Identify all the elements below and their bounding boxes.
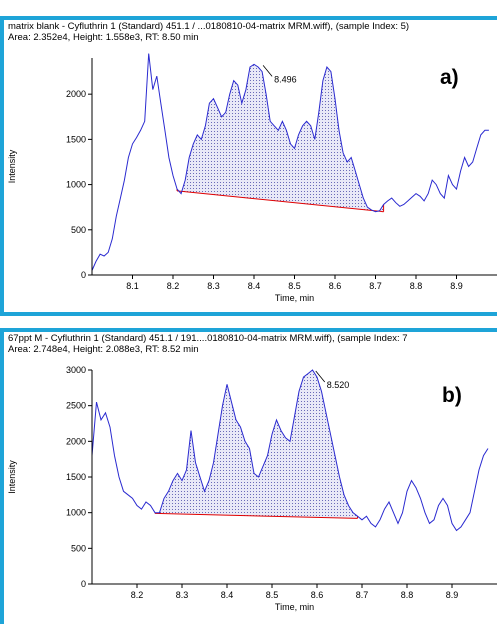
chromatogram-trace bbox=[91, 369, 489, 532]
x-tick-label: 8.3 bbox=[207, 281, 220, 291]
x-tick-label: 8.6 bbox=[311, 590, 324, 600]
peak-label-leader bbox=[262, 65, 273, 77]
y-axis-label: Intensity bbox=[7, 149, 17, 183]
y-axis-label: Intensity bbox=[7, 460, 17, 494]
x-tick-label: 8.9 bbox=[450, 281, 463, 291]
x-tick-label: 8.5 bbox=[288, 281, 301, 291]
x-tick-label: 8.8 bbox=[401, 590, 414, 600]
y-tick-label: 500 bbox=[71, 225, 86, 235]
panel-tag: b) bbox=[442, 384, 462, 407]
x-tick-label: 8.8 bbox=[410, 281, 423, 291]
x-tick-label: 8.2 bbox=[167, 281, 180, 291]
chart-b: 0 500 1000 1500 2000 2500 3000 8.2 8.3 8.4 8.5 8.6 8… bbox=[7, 365, 497, 612]
y-tick-label: 3000 bbox=[66, 365, 86, 375]
integrated-peak-area bbox=[155, 370, 358, 519]
baseline-line bbox=[176, 190, 384, 213]
peak-rt-label: 8.520 bbox=[327, 380, 350, 390]
y-tick-label: 2000 bbox=[66, 89, 86, 99]
y-tick-label: 1000 bbox=[66, 180, 86, 190]
x-tick-label: 8.1 bbox=[126, 281, 139, 291]
panel-title: 67ppt M - Cyfluthrin 1 (Standard) 451.1 … bbox=[8, 333, 408, 344]
x-tick-label: 8.4 bbox=[248, 281, 261, 291]
panel-stats: Area: 2.748e4, Height: 2.088e3, RT: 8.52… bbox=[8, 344, 199, 355]
x-axis-label: Time, min bbox=[275, 602, 314, 612]
y-tick-label: 1500 bbox=[66, 472, 86, 482]
y-tick-label: 2000 bbox=[66, 436, 86, 446]
baseline-line bbox=[154, 512, 358, 519]
x-tick-label: 8.9 bbox=[446, 590, 459, 600]
y-tick-label: 1000 bbox=[66, 508, 86, 518]
integrated-peak-area bbox=[177, 64, 384, 212]
x-tick-label: 8.3 bbox=[176, 590, 189, 600]
panel-tag: a) bbox=[440, 66, 459, 89]
x-tick-label: 8.2 bbox=[131, 590, 144, 600]
x-tick-label: 8.6 bbox=[329, 281, 342, 291]
peak-label-leader bbox=[315, 370, 326, 383]
y-tick-label: 2500 bbox=[66, 401, 86, 411]
chromatogram-trace bbox=[91, 53, 489, 271]
chromatogram-panel-b: 67ppt M - Cyfluthrin 1 (Standard) 451.1 … bbox=[0, 328, 497, 624]
panel-stats: Area: 2.352e4, Height: 1.558e3, RT: 8.50… bbox=[8, 32, 199, 43]
panel-title: matrix blank - Cyfluthrin 1 (Standard) 4… bbox=[8, 21, 410, 32]
x-tick-label: 8.7 bbox=[356, 590, 369, 600]
chromatogram-panel-a: matrix blank - Cyfluthrin 1 (Standard) 4… bbox=[0, 16, 497, 316]
x-tick-label: 8.7 bbox=[369, 281, 382, 291]
x-axis-label: Time, min bbox=[275, 293, 314, 303]
chart-a: 0 500 1000 1500 2000 8.1 8.2 8.3 8.4 8.5 8.6 8.7 8.8… bbox=[7, 53, 497, 303]
x-tick-label: 8.5 bbox=[266, 590, 279, 600]
peak-rt-label: 8.496 bbox=[274, 74, 297, 84]
y-tick-label: 0 bbox=[81, 579, 86, 589]
x-tick-label: 8.4 bbox=[221, 590, 234, 600]
y-tick-label: 1500 bbox=[66, 134, 86, 144]
y-tick-label: 500 bbox=[71, 543, 86, 553]
y-tick-label: 0 bbox=[81, 270, 86, 280]
